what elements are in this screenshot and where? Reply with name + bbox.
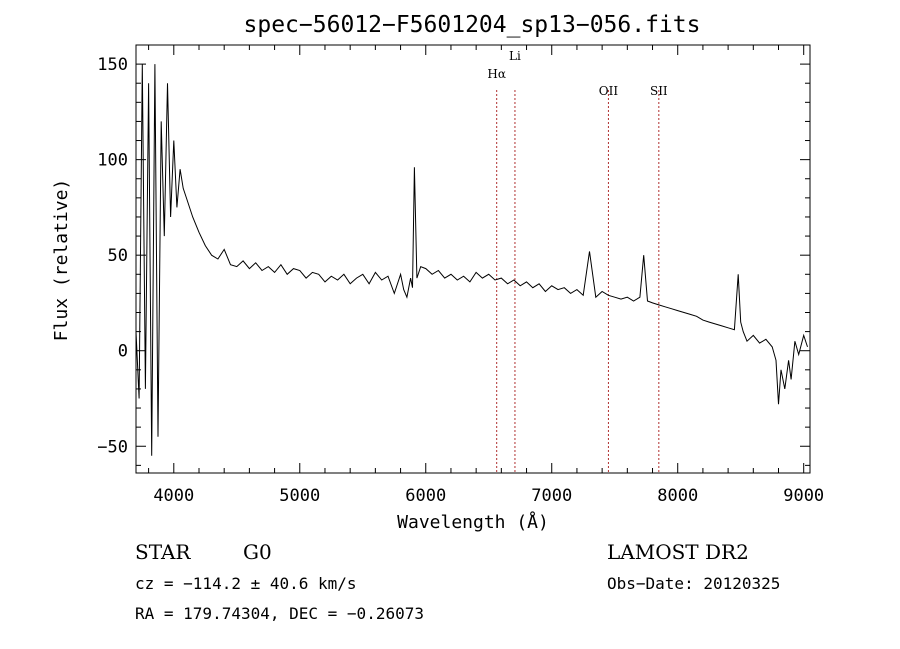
object-subclass: G0 xyxy=(243,540,272,564)
cz-readout: cz = −114.2 ± 40.6 km/s xyxy=(135,574,357,593)
chart-title: spec−56012−F5601204_sp13−056.fits xyxy=(244,12,701,38)
x-tick-label: 4000 xyxy=(153,486,194,506)
x-axis-label: Wavelength (Å) xyxy=(397,511,549,533)
plot-frame xyxy=(135,44,811,474)
line-marker-label: Hα xyxy=(487,67,506,81)
y-axis: −50 0 50 100 150 xyxy=(97,44,810,466)
line-marker-label: SII xyxy=(650,84,668,98)
line-marker-label: OII xyxy=(599,84,619,98)
obs-date: Obs−Date: 20120325 xyxy=(607,574,780,593)
y-tick-label: 100 xyxy=(97,151,128,171)
ra-dec-readout: RA = 179.74304, DEC = −0.26073 xyxy=(135,604,424,623)
x-tick-label: 8000 xyxy=(657,486,698,506)
y-tick-label: 150 xyxy=(97,55,128,75)
y-tick-label: −50 xyxy=(97,437,128,457)
y-tick-label: 0 xyxy=(118,342,128,362)
y-tick-label: 50 xyxy=(108,246,128,266)
object-class: STAR xyxy=(135,540,191,564)
x-axis: 4000 5000 6000 7000 8000 9000 xyxy=(148,45,824,506)
x-tick-label: 9000 xyxy=(783,486,824,506)
x-tick-label: 6000 xyxy=(405,486,446,506)
line-marker-label: Li xyxy=(509,49,521,63)
y-axis-label: Flux (relative) xyxy=(51,179,72,342)
x-tick-label: 7000 xyxy=(531,486,572,506)
survey-name: LAMOST DR2 xyxy=(607,540,749,564)
x-tick-label: 5000 xyxy=(279,486,320,506)
plot-area: 4000 5000 6000 7000 8000 9000 −50 0 50 100 150 Hα… xyxy=(97,44,824,506)
spectrum-line xyxy=(135,64,808,456)
